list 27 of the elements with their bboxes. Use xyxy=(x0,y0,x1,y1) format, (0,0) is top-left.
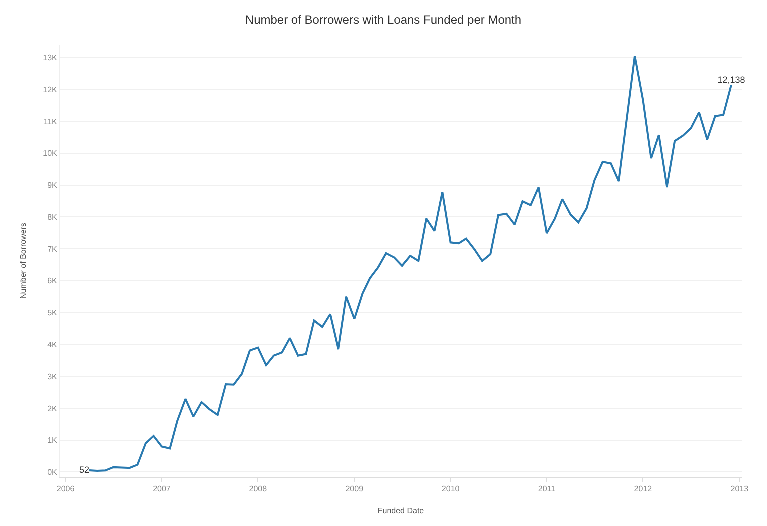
y-tick-label: 1K xyxy=(48,436,58,446)
y-tick-label: 0K xyxy=(48,468,58,478)
x-tick-label: 2009 xyxy=(346,484,364,494)
x-tick-label: 2007 xyxy=(153,484,172,494)
x-tick-label: 2006 xyxy=(56,484,76,494)
y-tick-label: 2K xyxy=(48,404,58,414)
x-tick-label: 2013 xyxy=(730,484,750,494)
y-tick-label: 7K xyxy=(48,244,58,254)
y-tick-label: 3K xyxy=(48,372,58,382)
x-tick-label: 2010 xyxy=(442,484,460,494)
data-label: 52 xyxy=(79,464,90,475)
y-tick-label: 6K xyxy=(48,276,58,286)
x-tick-label: 2011 xyxy=(538,484,556,494)
y-tick-label: 8K xyxy=(48,212,58,222)
x-axis-title: Funded Date xyxy=(378,506,425,516)
y-tick-label: 13K xyxy=(43,54,58,63)
chart-title: Number of Borrowers with Loans Funded per Month xyxy=(245,13,522,28)
y-tick-label: 9K xyxy=(48,181,58,190)
y-tick-label: 10K xyxy=(43,149,58,158)
y-tick-label: 11K xyxy=(44,117,58,126)
y-axis-title: Number of Borrowers xyxy=(18,222,28,300)
y-tick-label: 4K xyxy=(48,340,58,350)
x-tick-label: 2008 xyxy=(249,484,268,494)
y-tick-label: 5K xyxy=(48,308,58,318)
data-label: 12,138 xyxy=(718,74,746,85)
y-tick-label: 12K xyxy=(43,85,58,94)
x-tick-label: 2012 xyxy=(634,484,653,494)
